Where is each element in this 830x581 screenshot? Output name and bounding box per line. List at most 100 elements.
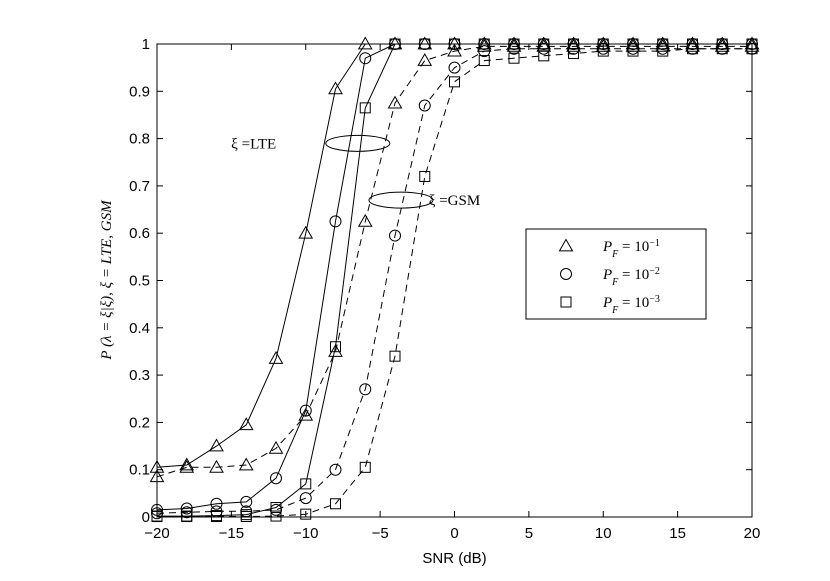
data-point-square (568, 47, 579, 59)
legend-marker-square (560, 296, 572, 308)
data-point-square (419, 170, 431, 182)
data-point-square (300, 508, 312, 520)
legend-entry-square: PF = 10−3 (560, 294, 660, 316)
data-point-triangle (209, 459, 224, 473)
data-point-triangle (238, 417, 254, 431)
data-point-circle (537, 42, 550, 55)
axis-ticks: −20 −15 −10 −5 0 5 10 15 20 0 0.1 0.2 0.3 0.4 0.5 0.6 0.… (129, 36, 760, 542)
x-tick-label: −5 (372, 525, 389, 542)
data-point-square (716, 43, 728, 55)
data-point-triangle (268, 440, 284, 454)
legend-marker-circle (560, 268, 572, 280)
x-tick-label: 0 (450, 525, 458, 542)
series-line (156, 45, 752, 478)
data-point-triangle (357, 36, 373, 50)
data-point-triangle (744, 38, 760, 52)
data-point-triangle (268, 351, 284, 364)
data-point-square (657, 45, 669, 57)
data-point-circle (418, 99, 431, 112)
y-tick-label: 0.4 (129, 320, 150, 337)
data-point-circle (270, 503, 282, 516)
y-tick-label: 0.7 (129, 178, 150, 195)
series-gsm-square (151, 43, 758, 523)
data-point-square (627, 45, 639, 57)
y-tick-label: 0.5 (129, 273, 150, 290)
data-point-square (389, 38, 401, 50)
data-point-circle (389, 229, 401, 242)
annotation-layer: ξ =LTE ξ =GSM (231, 134, 480, 209)
data-point-square (330, 341, 341, 353)
data-point-triangle (328, 81, 343, 95)
annotation-ellipse (325, 134, 391, 152)
series-line (156, 48, 752, 514)
legend-label: PF = 10−3 (602, 294, 660, 316)
x-tick-label: −10 (293, 525, 318, 542)
data-point-square (449, 76, 460, 88)
y-tick-label: 1 (142, 36, 150, 53)
data-point-triangle (357, 213, 373, 227)
data-point-triangle (714, 38, 730, 52)
data-point-square (359, 461, 371, 473)
data-point-circle (299, 492, 312, 505)
data-point-square (449, 38, 460, 50)
data-point-triangle (149, 469, 165, 483)
data-point-circle (180, 502, 193, 515)
data-point-square (330, 498, 341, 510)
data-point-triangle (179, 459, 195, 473)
data-point-square (478, 55, 490, 67)
data-point-square (746, 43, 758, 55)
legend-marker-triangle (558, 238, 574, 252)
annotation-label: ξ =LTE (231, 136, 276, 152)
x-tick-label: 20 (744, 525, 761, 542)
legend: PF = 10−1 PF = 10−2 PF = 10−3 (525, 228, 707, 320)
y-axis-label: P (λ = ξ|ξ), ξ = LTE, GSM (99, 199, 115, 361)
data-point-triangle (298, 407, 314, 421)
series-layer (149, 36, 760, 523)
data-point-triangle (595, 38, 611, 52)
x-tick-label: −20 (144, 525, 169, 542)
series-line (157, 48, 752, 517)
data-point-circle (478, 45, 491, 58)
y-tick-label: 0.1 (129, 462, 150, 479)
legend-box (525, 228, 707, 320)
annotation-label: ξ =GSM (429, 193, 480, 209)
data-point-triangle (685, 38, 700, 52)
data-point-triangle (387, 95, 403, 109)
data-point-circle (210, 497, 223, 510)
data-point-triangle (149, 459, 165, 473)
data-point-circle (329, 215, 342, 228)
y-tick-label: 0.2 (129, 414, 150, 431)
x-tick-label: 10 (595, 525, 612, 542)
data-point-square (211, 511, 222, 523)
data-point-square (538, 50, 550, 62)
data-point-triangle (417, 53, 433, 66)
x-tick-label: 5 (525, 525, 533, 542)
y-tick-label: 0.8 (129, 131, 150, 148)
data-point-circle (359, 52, 372, 65)
y-tick-label: 0.6 (129, 225, 150, 242)
data-point-square (151, 511, 163, 523)
x-tick-label: 15 (669, 525, 686, 542)
data-point-circle (359, 383, 372, 396)
data-point-triangle (655, 38, 671, 52)
data-point-square (300, 478, 312, 490)
annotation-ellipse (368, 191, 434, 209)
y-tick-label: 0.3 (129, 367, 150, 384)
legend-entry-circle: PF = 10−2 (560, 266, 660, 288)
data-point-circle (329, 463, 342, 476)
data-point-square (270, 510, 282, 522)
x-axis-label: SNR (dB) (422, 550, 486, 567)
data-point-square (359, 102, 371, 114)
data-point-square (508, 52, 520, 64)
legend-label: PF = 10−2 (602, 266, 660, 288)
legend-entry-triangle: PF = 10−1 (558, 238, 660, 260)
data-point-circle (270, 472, 282, 485)
y-tick-label: 0 (142, 509, 150, 526)
data-point-square (597, 45, 609, 57)
data-point-square (687, 43, 698, 55)
data-point-triangle (506, 38, 522, 52)
data-point-triangle (447, 43, 462, 57)
data-point-circle (151, 503, 163, 516)
data-point-triangle (328, 343, 343, 357)
